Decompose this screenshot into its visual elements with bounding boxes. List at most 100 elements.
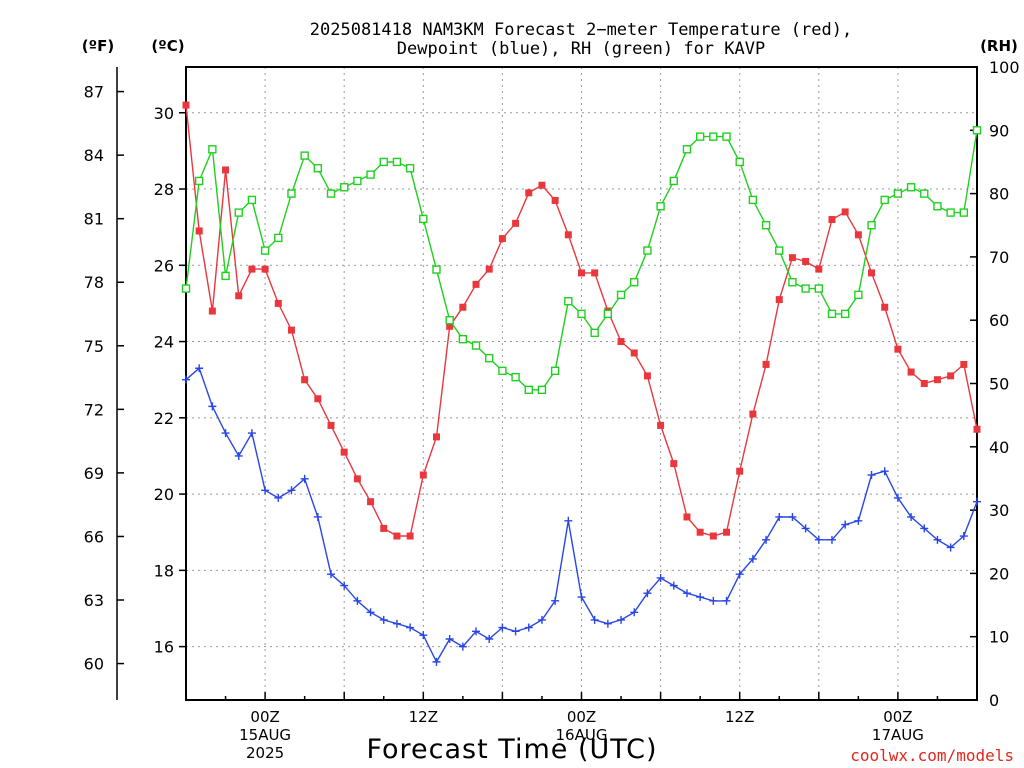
temperature-point	[459, 303, 467, 311]
dewpoint-point	[893, 493, 902, 502]
temperature-point	[314, 395, 322, 403]
dewpoint-point	[880, 467, 889, 476]
rh-tick-label: 100	[989, 58, 1020, 77]
rh-tick-label: 60	[989, 311, 1009, 330]
rh-point	[880, 195, 889, 205]
dewpoint-point	[669, 581, 678, 590]
dewpoint-point	[340, 581, 349, 590]
rh-tick-label: 10	[989, 628, 1009, 647]
temperature-point	[525, 189, 533, 197]
dewpoint-point	[195, 364, 204, 373]
temperature-point	[881, 303, 889, 311]
dewpoint-point	[762, 535, 771, 544]
rh-point	[893, 189, 903, 198]
dewpoint-series	[182, 364, 981, 666]
dewpoint-point	[709, 596, 718, 605]
rh-point	[867, 221, 876, 230]
temperature-point	[367, 498, 375, 506]
rh-point	[827, 309, 837, 319]
rh-point	[814, 284, 823, 293]
rh-point	[761, 221, 771, 230]
rh-point	[471, 341, 481, 350]
rh-point	[511, 372, 520, 382]
x-tick-label: 16AUG	[556, 726, 608, 744]
rh-point	[274, 233, 283, 243]
fahrenheit-tick-label: 75	[84, 337, 104, 356]
rh-point	[247, 195, 257, 205]
temperature-point	[235, 292, 243, 300]
dewpoint-point	[511, 627, 520, 636]
fahrenheit-tick-label: 84	[84, 146, 104, 165]
dewpoint-point	[603, 619, 612, 628]
temperature-point	[353, 475, 361, 483]
temperature-point	[287, 326, 295, 334]
temperature-point	[393, 532, 401, 540]
rh-unit-label: (RH)	[980, 37, 1018, 55]
dewpoint-point	[524, 623, 533, 632]
rh-point	[669, 176, 678, 186]
temperature-point	[868, 269, 876, 277]
dewpoint-point	[551, 596, 560, 605]
temperature-point	[736, 467, 744, 475]
rh-point	[445, 316, 454, 325]
rh-tick-label: 20	[989, 564, 1009, 583]
rh-point	[603, 309, 613, 319]
dewpoint-point	[722, 596, 731, 605]
celsius-tick-label: 18	[154, 561, 174, 580]
temperature-point	[591, 269, 599, 277]
rh-tick-label: 0	[989, 691, 999, 710]
dewpoint-point	[973, 497, 981, 506]
rh-tick-label: 40	[989, 438, 1009, 457]
temperature-point	[248, 265, 256, 273]
rh-point	[630, 278, 639, 287]
dewpoint-point	[234, 451, 243, 460]
temperature-point	[762, 360, 770, 368]
dewpoint-point	[537, 615, 546, 624]
temperature-point	[749, 410, 757, 418]
temperature-point	[327, 421, 335, 429]
dewpoint-point	[854, 516, 863, 525]
rh-point	[564, 297, 573, 306]
dewpoint-point	[841, 520, 850, 529]
rh-point	[353, 176, 362, 186]
fahrenheit-tick-label: 87	[84, 83, 104, 102]
temperature-point	[815, 265, 823, 273]
rh-point	[260, 246, 270, 255]
rh-point	[419, 214, 428, 224]
fahrenheit-tick-label: 60	[84, 655, 104, 674]
temperature-point	[498, 235, 506, 243]
x-tick-label: 00Z	[883, 708, 912, 726]
rh-point	[326, 189, 336, 198]
rh-point	[379, 157, 388, 167]
temperature-point	[643, 372, 651, 380]
x-tick-label: 12Z	[725, 708, 754, 726]
temperature-point	[208, 307, 216, 315]
temperature-point	[854, 231, 862, 239]
temperature-point	[683, 513, 691, 521]
grid-lines	[186, 67, 978, 700]
rh-tick-label: 80	[989, 185, 1009, 204]
rh-point	[485, 353, 494, 363]
rh-point	[550, 366, 560, 376]
rh-point	[366, 170, 375, 179]
temperature-point	[578, 269, 585, 277]
temperature-point	[551, 196, 559, 204]
dewpoint-point	[867, 471, 876, 480]
x-tick-label: 2025	[246, 744, 284, 762]
plot-frame	[185, 66, 978, 701]
dewpoint-point	[577, 593, 586, 602]
temperature-point	[261, 265, 269, 273]
dewpoint-point	[485, 634, 494, 643]
dewpoint-point	[630, 608, 639, 617]
x-axis-label: Forecast Time (UTC)	[366, 734, 657, 765]
rh-point	[498, 366, 507, 376]
dewpoint-point	[353, 596, 362, 605]
temperature-point	[723, 528, 731, 536]
rh-point	[577, 309, 586, 319]
celsius-tick-label: 24	[154, 333, 174, 352]
rh-point	[181, 284, 191, 293]
fahrenheit-tick-label: 63	[84, 591, 104, 610]
temperature-point	[564, 231, 572, 239]
dewpoint-point	[419, 631, 428, 640]
x-tick-label: 00Z	[250, 708, 279, 726]
